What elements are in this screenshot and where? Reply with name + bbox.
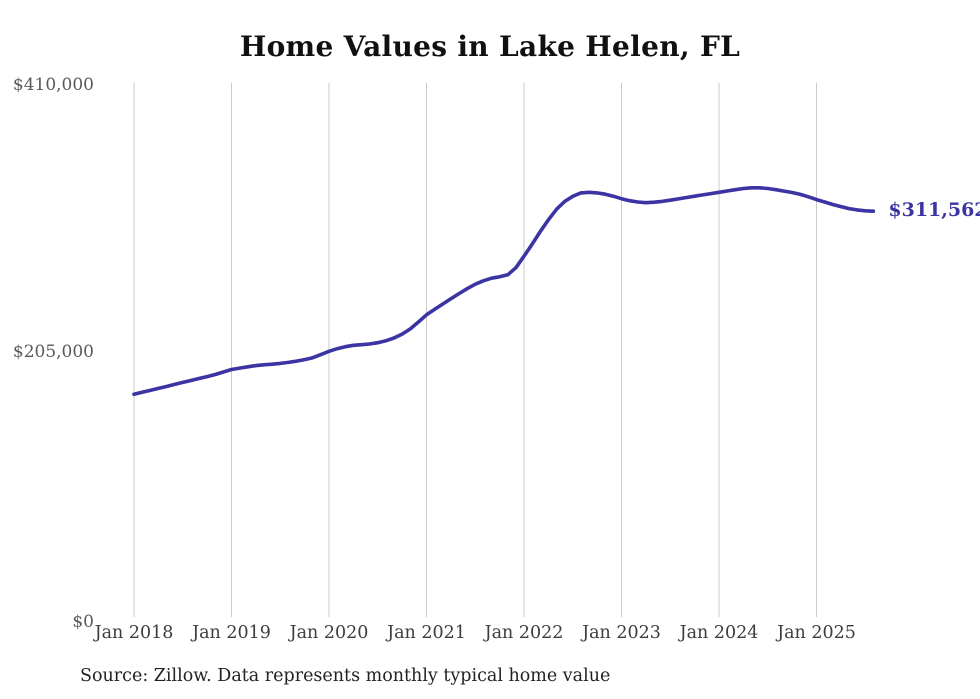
x-tick-label: Jan 2021: [387, 623, 466, 643]
x-tick-label: Jan 2022: [484, 623, 564, 643]
x-tick-label: Jan 2024: [679, 623, 759, 643]
x-tick-label: Jan 2023: [582, 623, 661, 643]
y-tick-label: $0: [72, 612, 94, 632]
y-tick-label: $410,000: [12, 75, 94, 95]
source-note: Source: Zillow. Data represents monthly …: [80, 666, 611, 686]
x-tick-label: Jan 2025: [777, 623, 856, 643]
y-tick-label: $205,000: [12, 342, 94, 362]
x-tick-label: Jan 2018: [94, 623, 174, 643]
x-tick-label: Jan 2020: [289, 623, 369, 643]
x-tick-label: Jan 2019: [192, 623, 271, 643]
latest-value-label: $311,562: [888, 199, 980, 222]
gridlines: [133, 83, 817, 617]
chart-title: Home Values in Lake Helen, FL: [239, 30, 741, 63]
home-value-line: [132, 186, 876, 397]
